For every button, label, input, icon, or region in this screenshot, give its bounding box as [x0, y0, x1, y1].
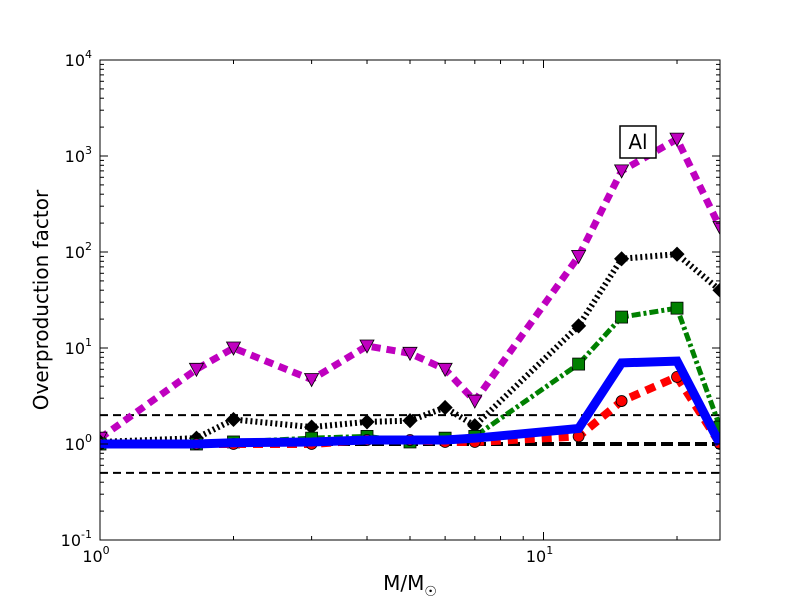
y-tick-label-exponent: 2: [85, 240, 92, 253]
y-tick-label-base: 10: [65, 339, 85, 358]
series-3-point: [615, 395, 628, 407]
series-0-point: [712, 221, 720, 236]
series-1-point: [402, 413, 418, 429]
y-tick-label: 104: [65, 48, 92, 70]
series-2-point: [670, 301, 684, 315]
series-1-point: [437, 399, 453, 416]
annotation-label: Al: [628, 130, 647, 154]
series-0-point: [570, 249, 587, 265]
y-tick-label-base: 10: [65, 435, 85, 454]
x-tick-label-exponent: 1: [546, 544, 553, 557]
y-tick-label-exponent: -1: [81, 528, 92, 541]
series-0-point: [437, 362, 453, 378]
element-annotation: Al: [619, 125, 657, 159]
series-2-point: [572, 357, 586, 371]
series-0-point: [188, 362, 205, 378]
series-1-point: [359, 414, 375, 430]
y-tick-label: 100: [65, 432, 92, 454]
y-tick-label-base: 10: [65, 51, 85, 70]
series-0-point: [359, 339, 375, 354]
y-tick-label: 101: [65, 336, 92, 358]
series-1-point: [669, 246, 685, 262]
series-1-line: [100, 251, 720, 445]
series-0: [100, 132, 720, 447]
y-tick-label-base: 10: [65, 243, 85, 262]
x-tick-label: 100: [82, 544, 109, 566]
y-tick-label-base: 10: [61, 531, 81, 550]
series-4-line: [100, 356, 720, 449]
annotation-box: [619, 125, 657, 159]
y-tick-label-exponent: 4: [85, 48, 92, 61]
series-0-point: [402, 346, 418, 362]
y-tick-label-exponent: 0: [85, 432, 92, 445]
series-1-point: [614, 251, 630, 267]
x-tick-label-exponent: 0: [103, 544, 110, 557]
series-2-point: [615, 310, 629, 324]
series-0-point: [613, 164, 630, 179]
x-tick-label-base: 10: [82, 547, 102, 566]
series-layer: [100, 132, 720, 451]
series-1-point: [225, 411, 242, 428]
series-4: [100, 356, 720, 449]
series-0-point: [669, 132, 685, 147]
series-0-point: [225, 341, 242, 356]
x-tick-label: 101: [526, 544, 553, 566]
y-axis-title: Overproduction factor: [29, 189, 53, 410]
y-tick-label-exponent: 1: [85, 336, 92, 349]
series-0-point: [467, 394, 483, 409]
x-axis-title-subscript: ☉: [424, 584, 437, 600]
series-0-point: [303, 373, 320, 388]
y-tick-label-exponent: 3: [85, 144, 92, 157]
x-axis-title-text: M/M: [383, 571, 424, 595]
y-tick-label: 102: [65, 240, 92, 262]
series-1-point: [571, 318, 587, 334]
series-0-line: [100, 134, 720, 442]
y-tick-label: 103: [65, 144, 92, 166]
series-1: [100, 246, 720, 450]
x-tick-label-base: 10: [526, 547, 546, 566]
x-axis-title: M/M☉: [383, 571, 437, 600]
y-tick-label-base: 10: [65, 147, 85, 166]
y-tick-label: 10-1: [61, 528, 92, 550]
